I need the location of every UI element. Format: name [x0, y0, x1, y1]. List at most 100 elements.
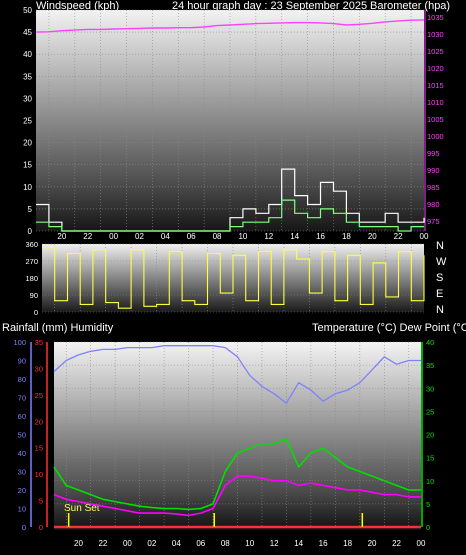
humidity-y-tick-label: 90: [18, 357, 26, 366]
temperature-y-tick-label: 25: [426, 407, 434, 416]
temperature-y-tick-label: 15: [426, 454, 434, 463]
series-barometer: [35, 19, 425, 33]
x-tick-label: 02: [135, 232, 144, 241]
temperature-y-tick-label: 40: [426, 338, 434, 347]
x-tick-label: 06: [187, 232, 196, 241]
rain-humidity-label: Rainfall (mm) Humidity: [2, 322, 114, 334]
barometer-y-tick-label: 985: [427, 183, 440, 192]
x-tick-label: 00: [123, 539, 132, 548]
wind-y-tick-label: 0: [28, 227, 33, 236]
rainfall-y-tick-label: 5: [39, 497, 43, 506]
humidity-y-tick-label: 100: [13, 338, 26, 347]
temperature-y-tick-label: 20: [426, 431, 434, 440]
x-tick-label: 06: [196, 539, 205, 548]
barometer-y-tick-label: 1005: [427, 115, 444, 124]
humidity-y-tick-label: 30: [18, 468, 26, 477]
graph-title: 24 hour graph day : 23 September 2025: [172, 0, 367, 12]
direction-label-n-top: N: [436, 240, 444, 252]
humidity-y-tick-label: 20: [18, 486, 26, 495]
humidity-y-tick-label: 50: [18, 431, 26, 440]
x-tick-label: 00: [109, 232, 118, 241]
barometer-label: Barometer (hpa): [370, 0, 450, 12]
x-tick-label: 00: [417, 539, 426, 548]
x-tick-label: 16: [319, 539, 328, 548]
x-tick-label: 20: [74, 539, 83, 548]
barometer-y-tick-label: 1020: [427, 64, 444, 73]
x-tick-label: 08: [213, 232, 222, 241]
direction-y-tick-label: 180: [25, 274, 38, 283]
wind-y-tick-label: 25: [23, 117, 32, 126]
series-dew-point: [53, 475, 421, 517]
barometer-y-tick-label: 995: [427, 149, 440, 158]
x-tick-label: 18: [343, 539, 352, 548]
humidity-y-tick-label: 80: [18, 375, 26, 384]
x-tick-label: 14: [294, 539, 303, 548]
x-tick-label: 12: [270, 539, 279, 548]
direction-label-w: W: [436, 256, 447, 268]
barometer-y-tick-label: 1030: [427, 30, 444, 39]
barometer-y-tick-label: 975: [427, 217, 440, 226]
temperature-y-tick-label: 30: [426, 384, 434, 393]
barometer-y-tick-label: 1015: [427, 81, 444, 90]
x-tick-label: 10: [245, 539, 254, 548]
x-tick-label: 20: [368, 539, 377, 548]
rainfall-y-tick-label: 25: [35, 391, 43, 400]
direction-y-tick-label: 90: [30, 291, 38, 300]
x-tick-label: 20: [57, 232, 66, 241]
direction-label-e: E: [436, 288, 443, 300]
wind-y-tick-label: 45: [23, 28, 32, 37]
barometer-y-tick-label: 980: [427, 200, 440, 209]
series-humidity: [53, 345, 421, 404]
barometer-y-tick-label: 1035: [427, 13, 444, 22]
humidity-y-tick-label: 60: [18, 412, 26, 421]
x-tick-label: 04: [161, 232, 170, 241]
rainfall-y-tick-label: 10: [35, 470, 43, 479]
wind-y-tick-label: 15: [23, 161, 32, 170]
rainfall-y-tick-label: 20: [35, 417, 43, 426]
rainfall-y-tick-label: 0: [39, 523, 43, 532]
humidity-y-tick-label: 10: [18, 505, 26, 514]
x-tick-label: 22: [98, 539, 107, 548]
humidity-y-tick-label: 0: [22, 523, 26, 532]
temp-dewpoint-label: Temperature (°C) Dew Point (°C): [312, 322, 466, 334]
x-tick-label: 08: [221, 539, 230, 548]
barometer-y-tick-label: 1010: [427, 98, 444, 107]
barometer-y-tick-label: 990: [427, 166, 440, 175]
wind-y-tick-label: 20: [23, 139, 32, 148]
x-tick-label: 00: [420, 232, 429, 241]
barometer-y-tick-label: 1025: [427, 47, 444, 56]
temperature-y-tick-label: 0: [426, 523, 430, 532]
x-tick-label: 14: [290, 232, 299, 241]
x-tick-label: 18: [342, 232, 351, 241]
x-tick-label: 22: [83, 232, 92, 241]
rainfall-y-tick-label: 30: [35, 364, 43, 373]
temperature-y-tick-label: 35: [426, 361, 434, 370]
direction-y-tick-label: 270: [25, 257, 38, 266]
windspeed-label: Windspeed (kph): [36, 0, 119, 12]
temperature-y-tick-label: 10: [426, 477, 434, 486]
wind-y-tick-label: 10: [23, 183, 32, 192]
direction-y-tick-label: 0: [34, 308, 38, 317]
humidity-y-tick-label: 70: [18, 394, 26, 403]
x-tick-label: 22: [392, 539, 401, 548]
wind-y-tick-label: 5: [28, 205, 33, 214]
x-tick-label: 16: [316, 232, 325, 241]
series-wind-average: [36, 199, 424, 232]
rainfall-y-tick-label: 15: [35, 444, 43, 453]
direction-label-n-bottom: N: [436, 304, 444, 316]
direction-y-tick-label: 360: [25, 240, 38, 249]
x-tick-label: 20: [368, 232, 377, 241]
series-wind-direction: [42, 247, 425, 309]
rainfall-y-tick-label: 35: [35, 338, 43, 347]
wind-y-tick-label: 30: [23, 94, 32, 103]
wind-y-tick-label: 35: [23, 72, 32, 81]
direction-label-s: S: [436, 272, 443, 284]
temperature-y-tick-label: 5: [426, 500, 430, 509]
wind-y-tick-label: 40: [23, 50, 32, 59]
x-tick-label: 10: [238, 232, 247, 241]
sunset-label: Sun Set: [64, 503, 100, 514]
x-tick-label: 12: [264, 232, 273, 241]
x-tick-label: 22: [394, 232, 403, 241]
wind-y-tick-label: 50: [23, 6, 32, 15]
